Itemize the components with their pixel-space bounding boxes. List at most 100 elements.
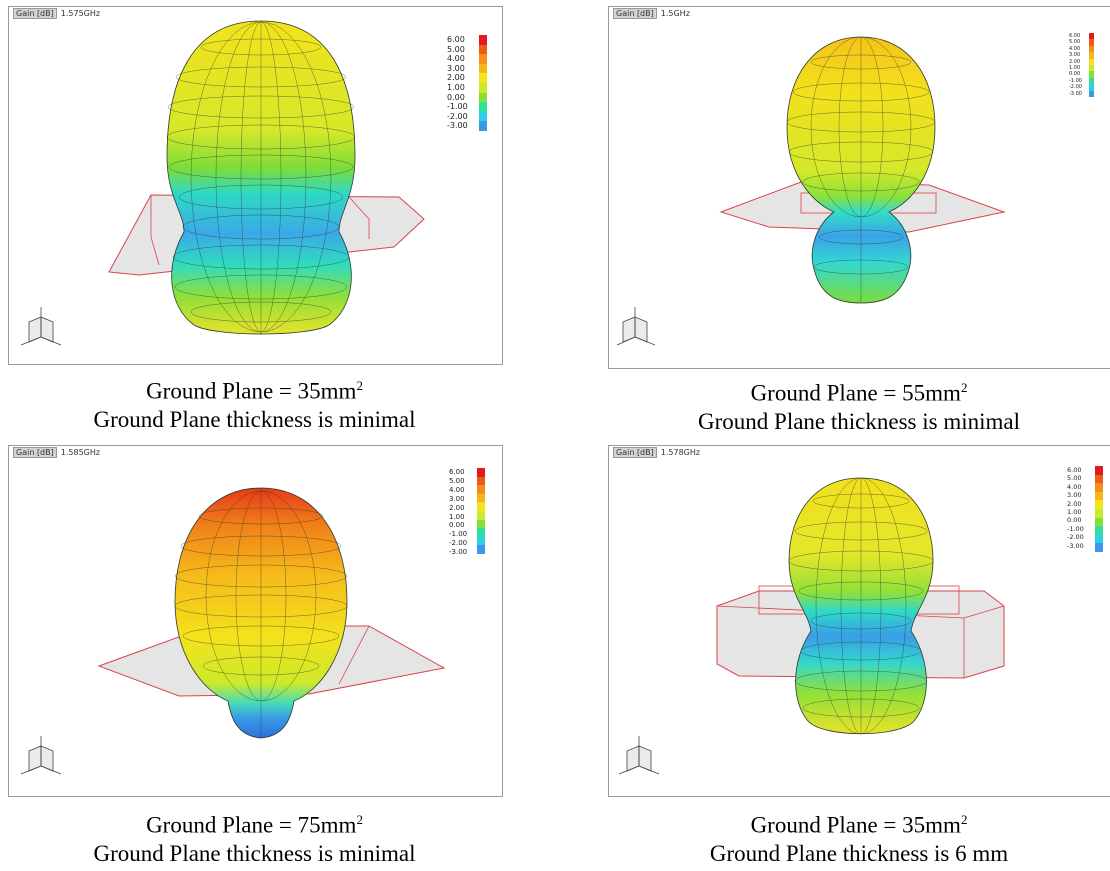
axis-triad xyxy=(20,736,62,775)
gain-label: Gain [dB] xyxy=(13,447,57,458)
scale-labels: 6.00 5.00 4.00 3.00 2.00 1.00 0.00 -1.00 -2.00 -3… xyxy=(1069,33,1082,97)
scale-label: 5.00 xyxy=(449,476,465,485)
color-bar-segment xyxy=(477,536,485,546)
plot-header: Gain [dB] 1.5GHz xyxy=(613,8,690,19)
color-bar-segment xyxy=(1095,474,1103,484)
color-bar-segment xyxy=(477,485,485,494)
color-bar-segment xyxy=(1095,491,1103,501)
color-bar-segment xyxy=(1095,508,1103,518)
scale-label: 2.00 xyxy=(447,73,465,83)
color-bar-segment xyxy=(1089,33,1094,40)
color-bar-segment xyxy=(479,102,487,112)
scale-label: 6.00 xyxy=(1067,466,1082,474)
color-bar-segment xyxy=(1095,500,1103,509)
scale-label: 6.00 xyxy=(1069,33,1081,39)
color-bar-segment xyxy=(1089,64,1094,72)
caption-1: Ground Plane = 35mm2 Ground Plane thickn… xyxy=(8,372,501,434)
radiation-pattern-2 xyxy=(616,36,1006,346)
color-bar-segment xyxy=(1089,84,1094,91)
scale-label: 3.00 xyxy=(449,494,465,503)
scale-label: -2.00 xyxy=(1067,533,1084,542)
scale-label: 6.00 xyxy=(447,35,465,44)
color-bar-segment xyxy=(1089,90,1094,97)
scale-label: 4.00 xyxy=(1069,45,1081,52)
gain-label: Gain [dB] xyxy=(613,447,657,458)
color-bar-segment xyxy=(1089,39,1094,46)
gain-label: Gain [dB] xyxy=(13,8,57,19)
color-bar-segment xyxy=(479,73,487,83)
radiation-pattern-4 xyxy=(618,477,1005,775)
radiation-pattern-1 xyxy=(20,20,425,346)
radiation-plot-1: Gain [dB] 1.575GHz xyxy=(8,6,503,365)
scale-label: 4.00 xyxy=(447,54,465,64)
scale-label: 3.00 xyxy=(447,63,465,73)
plot-header: Gain [dB] 1.578GHz xyxy=(613,447,701,458)
color-bar-segment xyxy=(479,121,487,131)
scale-label: 5.00 xyxy=(1067,474,1082,483)
scale-label: -3.00 xyxy=(447,121,468,131)
caption-subtitle: Ground Plane thickness is minimal xyxy=(698,408,1020,434)
plot-header: Gain [dB] 1.585GHz xyxy=(13,447,100,458)
scale-labels: 6.00 5.00 4.00 3.00 2.00 1.00 0.00 -1.00 -2.00 -3… xyxy=(1067,466,1084,550)
axis-triad xyxy=(20,307,62,346)
color-bar-segment xyxy=(477,502,485,511)
scale-labels: 6.00 5.00 4.00 3.00 2.00 1.00 0.00 -1.00 -2.00 -3… xyxy=(449,468,467,557)
caption-title: Ground Plane = 35mm2 xyxy=(146,378,363,404)
scale-labels: 6.00 5.00 4.00 3.00 2.00 1.00 0.00 -1.00 -2.00 -3… xyxy=(447,35,468,131)
color-bar-segment xyxy=(1095,466,1103,475)
color-bar-segment xyxy=(477,493,485,503)
scale-label: -3.00 xyxy=(449,548,468,557)
color-bar-segment xyxy=(1095,543,1103,552)
scale-label: 0.00 xyxy=(1067,516,1082,525)
scale-label: -1.00 xyxy=(1069,77,1082,84)
color-bar-segment xyxy=(1089,52,1094,59)
scale-label: 0.00 xyxy=(447,92,465,102)
caption-4: Ground Plane = 35mm2 Ground Plane thickn… xyxy=(608,806,1110,868)
color-bar-segment xyxy=(479,92,487,103)
color-bar-segment xyxy=(1095,534,1103,544)
caption-subtitle: Ground Plane thickness is minimal xyxy=(93,840,416,866)
radiation-pattern-3 xyxy=(20,487,446,775)
color-bar-segment xyxy=(1095,483,1103,492)
caption-3: Ground Plane = 75mm2 Ground Plane thickn… xyxy=(8,806,501,868)
color-bar xyxy=(477,468,485,554)
scale-label: 5.00 xyxy=(447,44,465,54)
color-bar-segment xyxy=(1095,517,1103,527)
frequency-label: 1.578GHz xyxy=(660,448,701,457)
scale-label: 0.00 xyxy=(449,521,465,530)
scale-label: 6.00 xyxy=(449,468,465,476)
color-bar-segment xyxy=(1089,58,1094,65)
scale-label: 1.00 xyxy=(1067,508,1082,517)
caption-title: Ground Plane = 75mm2 xyxy=(146,812,363,838)
color-bar-segment xyxy=(1089,45,1094,53)
scale-label: 2.00 xyxy=(1067,499,1082,508)
gain-label: Gain [dB] xyxy=(613,8,657,19)
color-bar xyxy=(479,35,487,131)
color-bar-segment xyxy=(479,44,487,55)
caption-title: Ground Plane = 55mm2 xyxy=(750,380,968,406)
plot-header: Gain [dB] 1.575GHz xyxy=(13,8,101,19)
scale-label: -1.00 xyxy=(1067,524,1084,533)
color-bar-segment xyxy=(479,35,487,45)
color-bar xyxy=(1089,33,1094,97)
scale-label: -3.00 xyxy=(1069,90,1082,97)
scale-label: 0.00 xyxy=(1069,71,1081,78)
radiation-plot-4: Gain [dB] 1.578GHz xyxy=(608,445,1110,797)
color-bar-segment xyxy=(477,510,485,520)
color-bar-segment xyxy=(477,528,485,537)
color-bar-segment xyxy=(479,63,487,74)
scale-label: 5.00 xyxy=(1069,39,1081,46)
frequency-label: 1.575GHz xyxy=(60,9,101,18)
color-bar-segment xyxy=(477,545,485,554)
color-bar xyxy=(1095,466,1103,552)
scale-label: 1.00 xyxy=(1069,65,1081,72)
scale-label: -3.00 xyxy=(1067,541,1084,550)
scale-label: 2.00 xyxy=(449,503,465,512)
color-bar-segment xyxy=(479,54,487,64)
scale-label: 4.00 xyxy=(1067,482,1082,491)
scale-label: 4.00 xyxy=(449,485,465,494)
color-bar-segment xyxy=(477,468,485,477)
caption-title: Ground Plane = 35mm2 xyxy=(750,812,968,838)
scale-label: 1.00 xyxy=(447,82,465,92)
scale-label: 2.00 xyxy=(1069,58,1081,65)
